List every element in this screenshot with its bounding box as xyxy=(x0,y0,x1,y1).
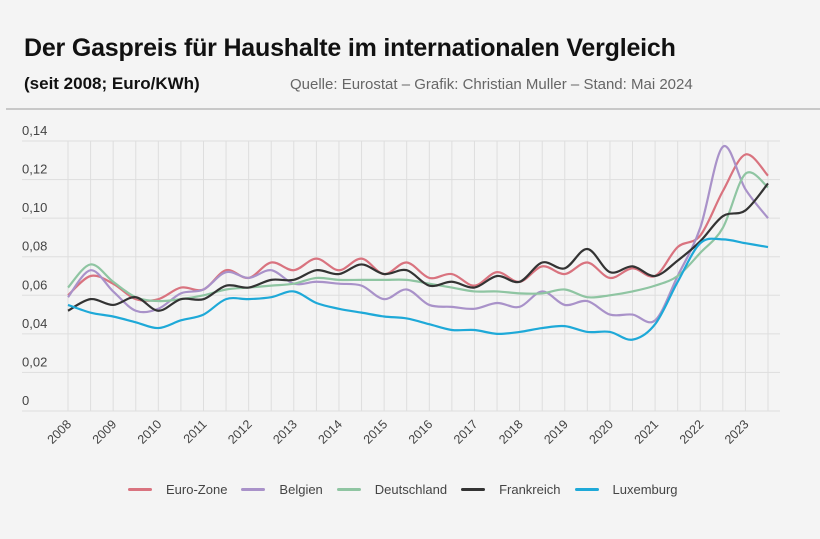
legend-item-deutschland[interactable]: Deutschland xyxy=(336,482,448,497)
legend-swatch xyxy=(128,488,152,491)
legend-item-frankreich[interactable]: Frankreich xyxy=(461,482,561,497)
legend-swatch xyxy=(574,488,599,491)
legend-label: Frankreich xyxy=(499,482,561,497)
x-tick-label: 2021 xyxy=(632,417,662,447)
legend-swatch xyxy=(336,488,361,491)
x-tick-label: 2020 xyxy=(586,417,616,447)
x-tick-label: 2022 xyxy=(677,417,707,447)
x-tick-label: 2016 xyxy=(406,417,436,447)
series-line-deutschland xyxy=(67,171,769,303)
divider xyxy=(6,108,820,110)
x-tick-label: 2014 xyxy=(316,417,346,447)
legend-label: Belgien xyxy=(279,482,323,497)
y-tick-label: 0,14 xyxy=(22,123,47,138)
legend-item-euro-zone[interactable]: Euro-Zone xyxy=(128,482,227,497)
x-tick-label: 2011 xyxy=(181,417,210,446)
x-tick-label: 2019 xyxy=(541,417,571,447)
x-tick-label: 2012 xyxy=(225,417,255,447)
legend: Euro-Zone Belgien Deutschland Frankreich Lux… xyxy=(128,482,692,497)
x-tick-label: 2013 xyxy=(270,417,300,447)
legend-label: Luxemburg xyxy=(612,482,678,497)
x-tick-label: 2008 xyxy=(45,417,75,447)
chart-title: Der Gaspreis für Haushalte im internatio… xyxy=(24,34,676,62)
y-tick-label: 0,02 xyxy=(22,354,47,369)
series-line-luxemburg xyxy=(67,237,769,341)
legend-label: Deutschland xyxy=(374,482,448,497)
chart-subtitle: (seit 2008; Euro/KWh) xyxy=(24,74,200,93)
y-tick-label: 0,06 xyxy=(22,277,47,292)
x-tick-label: 2009 xyxy=(90,417,120,447)
series-line-frankreich xyxy=(67,182,769,312)
legend-item-luxemburg[interactable]: Luxemburg xyxy=(574,482,678,497)
legend-swatch xyxy=(461,488,486,491)
y-tick-label: 0,10 xyxy=(22,200,47,215)
y-tick-label: 0,12 xyxy=(22,162,47,177)
x-tick-label: 2023 xyxy=(722,417,752,447)
y-tick-label: 0,04 xyxy=(22,316,47,331)
x-tick-label: 2017 xyxy=(451,417,481,447)
y-tick-label: 0 xyxy=(22,393,29,408)
x-tick-label: 2015 xyxy=(361,417,391,447)
series-line-belgien xyxy=(67,145,769,324)
x-tick-label: 2010 xyxy=(135,417,165,447)
legend-item-belgien[interactable]: Belgien xyxy=(241,482,323,497)
x-tick-label: 2018 xyxy=(496,417,526,447)
source-note: Quelle: Eurostat – Grafik: Christian Mul… xyxy=(290,76,693,93)
legend-label: Euro-Zone xyxy=(166,482,228,497)
y-tick-label: 0,08 xyxy=(22,239,47,254)
legend-swatch xyxy=(241,488,266,491)
